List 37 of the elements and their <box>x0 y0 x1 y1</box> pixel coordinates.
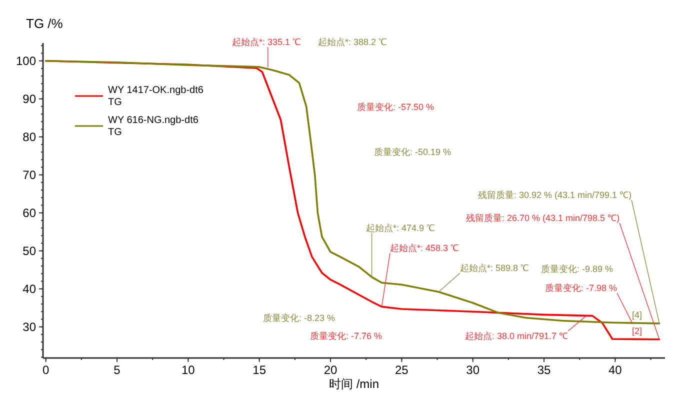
x-tick-label: 5 <box>114 363 121 377</box>
annotation: 起始点*: 474.9 ℃ <box>366 223 435 233</box>
annotation: 起始点*: 388.2 ℃ <box>318 37 387 47</box>
y-tick-label: 100 <box>16 54 36 68</box>
annotation: 起始点*: 458.3 ℃ <box>390 243 459 253</box>
x-tick-label: 20 <box>324 363 338 377</box>
annotation: 质量变化: -57.50 % <box>357 102 434 112</box>
annotation: [4] <box>632 310 642 320</box>
y-tick-label: 70 <box>22 168 36 182</box>
annotation: 残留质量: 30.92 % (43.1 min/799.1 ℃) <box>478 190 632 200</box>
annotation: 起始点*: 335.1 ℃ <box>232 37 301 47</box>
x-tick-label: 15 <box>252 363 266 377</box>
legend-label: WY 616-NG.ngb-dt6 TG <box>108 115 199 138</box>
y-tick-label: 30 <box>22 320 36 334</box>
x-tick-label: 40 <box>608 363 622 377</box>
legend-label: WY 1417-OK.ngb-dt6 TG <box>108 85 204 108</box>
y-axis-title: TG /% <box>26 16 64 31</box>
y-tick-label: 80 <box>22 130 36 144</box>
y-tick-label: 90 <box>22 92 36 106</box>
y-tick-label: 40 <box>22 282 36 296</box>
annotation: 质量变化: -7.98 % <box>545 283 618 293</box>
x-tick-label: 0 <box>42 363 50 377</box>
x-tick-label: 25 <box>395 363 409 377</box>
x-tick-label: 30 <box>466 363 480 377</box>
annotation: 起始点: 38.0 min/791.7 ℃ <box>465 331 568 341</box>
annotation: 质量变化: -9.89 % <box>541 264 614 274</box>
annotation: [2] <box>632 326 642 336</box>
y-tick-label: 60 <box>22 206 36 220</box>
annotation: 质量变化: -8.23 % <box>263 313 336 323</box>
annotation: 质量变化: -50.19 % <box>374 147 452 157</box>
x-tick-label: 35 <box>537 363 552 377</box>
x-axis-title: 时间 /min <box>328 377 380 391</box>
annotation: 残留质量: 26.70 % (43.1 min/798.5 ℃) <box>466 213 620 223</box>
x-tick-label: 10 <box>182 363 196 377</box>
annotation: 质量变化: -7.76 % <box>310 331 382 341</box>
annotation: 起始点*: 589.8 ℃ <box>460 263 529 273</box>
y-tick-label: 50 <box>22 244 36 258</box>
